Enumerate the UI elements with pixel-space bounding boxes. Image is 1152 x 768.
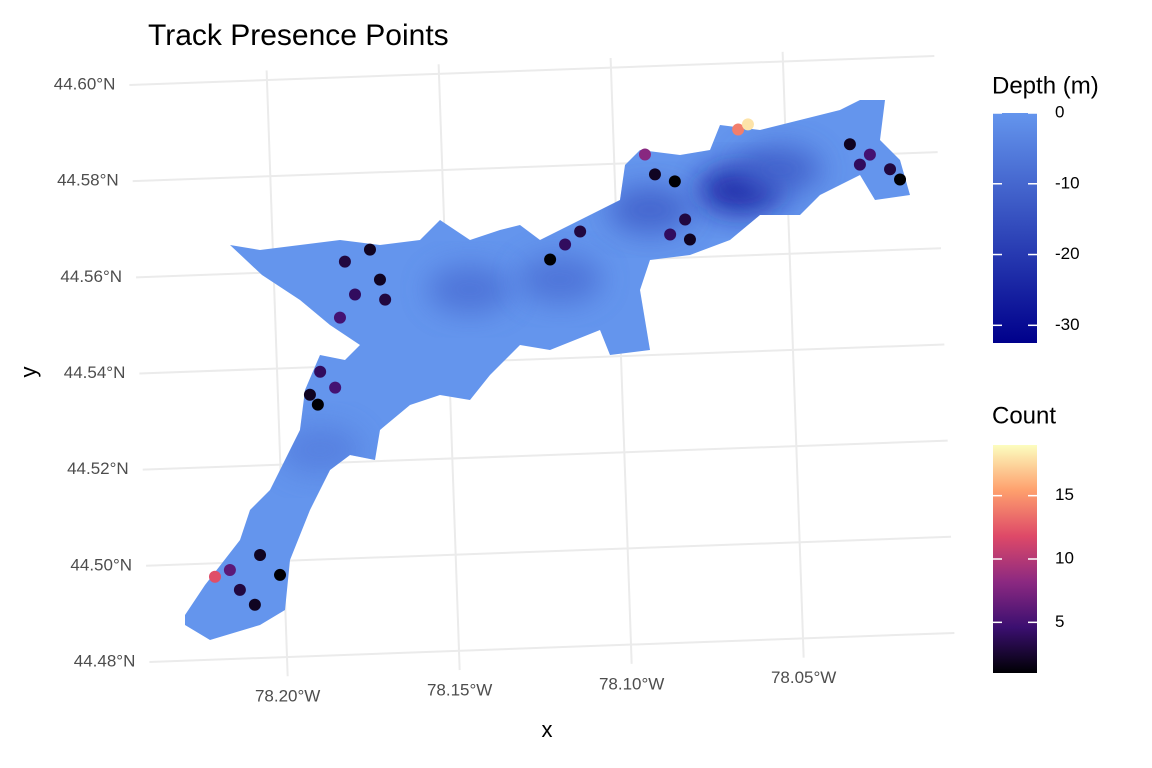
track-point <box>544 253 557 266</box>
track-point <box>248 598 261 611</box>
track-point <box>884 163 897 176</box>
axes: 44.48°N 44.50°N 44.52°N 44.54°N 44.56°N 44.58… <box>54 74 837 705</box>
legend: Depth (m) 0 -10 -20 -30 Count 5 10 15 <box>992 72 1099 673</box>
y-axis-label: y <box>16 367 41 378</box>
grid-line <box>149 631 955 663</box>
legend-tick-label: 15 <box>1055 485 1074 504</box>
track-point <box>274 568 287 581</box>
track-point <box>679 213 692 226</box>
y-tick-label: 44.52°N <box>67 459 129 478</box>
x-tick-label: 78.15°W <box>427 681 492 700</box>
grid-line <box>142 439 948 471</box>
legend-tick-label: 10 <box>1055 548 1074 567</box>
track-point <box>349 288 362 301</box>
depth-cell <box>518 255 603 304</box>
track-point <box>668 175 681 188</box>
track-point <box>233 583 246 596</box>
y-tick-label: 44.54°N <box>64 363 126 382</box>
legend-tick-label: -30 <box>1055 315 1080 334</box>
track-point <box>311 398 324 411</box>
track-point <box>843 138 856 151</box>
track-point <box>683 233 696 246</box>
track-point <box>208 570 221 583</box>
track-point <box>894 173 907 186</box>
track-point <box>648 168 661 181</box>
legend-tick-label: -10 <box>1055 173 1080 192</box>
track-point <box>333 311 346 324</box>
depth-layer <box>278 145 822 474</box>
legend-title: Depth (m) <box>992 72 1099 99</box>
x-tick-label: 78.20°W <box>255 687 320 706</box>
depth-cell <box>607 185 692 234</box>
track-point <box>223 563 236 576</box>
track-point <box>741 118 754 131</box>
legend-title: Count <box>992 402 1056 429</box>
depth-cell <box>278 425 363 474</box>
legend-tick-label: 5 <box>1055 612 1064 631</box>
track-point <box>303 388 316 401</box>
points <box>208 118 907 611</box>
track-point <box>314 365 327 378</box>
track-point <box>379 293 392 306</box>
track-point <box>732 123 745 136</box>
y-tick-label: 44.48°N <box>74 651 136 670</box>
track-point <box>373 273 386 286</box>
track-point <box>863 148 876 161</box>
y-tick-label: 44.50°N <box>70 555 132 574</box>
lake-shape <box>185 100 910 640</box>
colorbar <box>993 113 1037 343</box>
x-axis-label: x <box>542 717 553 742</box>
y-tick-label: 44.56°N <box>60 267 122 286</box>
track-point <box>338 255 351 268</box>
x-tick-label: 78.10°W <box>599 674 664 693</box>
track-point <box>638 148 651 161</box>
track-point <box>574 225 587 238</box>
track-point <box>853 158 866 171</box>
y-tick-label: 44.60°N <box>54 74 116 93</box>
track-point <box>363 243 376 256</box>
track-point <box>329 381 342 394</box>
depth-cell <box>737 145 822 194</box>
legend-tick-label: -20 <box>1055 244 1080 263</box>
legend-tick-label: 0 <box>1055 102 1064 121</box>
grid-line <box>609 57 633 664</box>
grid-line <box>129 54 935 86</box>
track-point <box>559 238 572 251</box>
track-point <box>664 228 677 241</box>
x-tick-label: 78.05°W <box>771 668 836 687</box>
chart-title: Track Presence Points <box>148 19 449 52</box>
grid-line <box>139 343 945 375</box>
depth-cell <box>427 265 512 314</box>
track-point <box>254 548 267 561</box>
y-tick-label: 44.58°N <box>57 171 119 190</box>
